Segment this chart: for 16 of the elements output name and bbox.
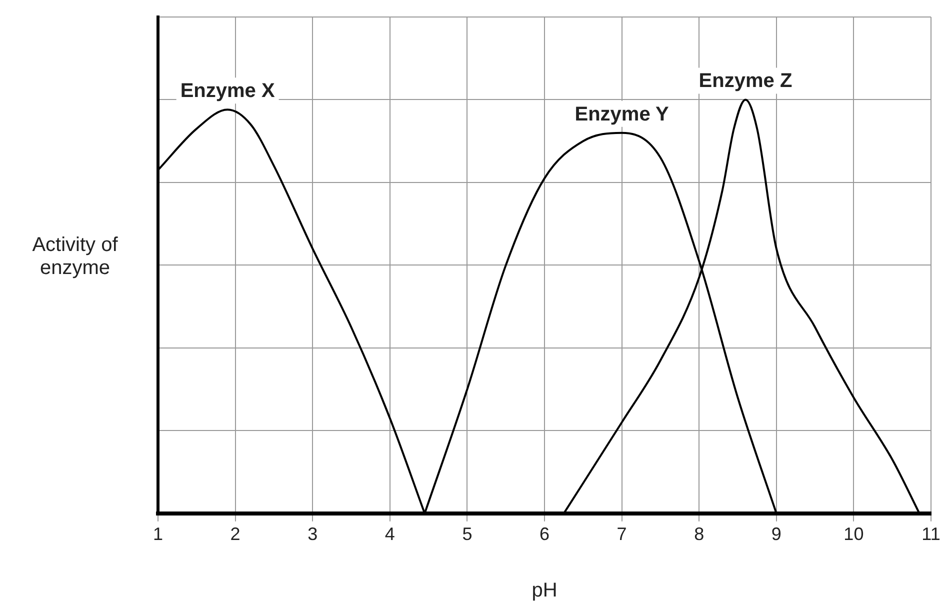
x-tick-label: 2 — [230, 524, 240, 544]
x-tick-label: 10 — [844, 524, 864, 544]
x-tick-label: 1 — [153, 524, 164, 544]
x-tick-label: 8 — [694, 524, 704, 544]
series-label: Enzyme Y — [574, 103, 670, 126]
x-tick-label: 9 — [771, 524, 782, 544]
series-label: Enzyme X — [180, 80, 276, 102]
x-tick-label: 4 — [384, 524, 395, 544]
series-label: Enzyme Z — [698, 70, 792, 92]
y-axis-title: Activity of enzyme — [31, 234, 119, 281]
x-tick-label: 7 — [616, 524, 627, 544]
x-tick-label: 6 — [539, 524, 550, 544]
x-tick-label: 11 — [922, 524, 940, 544]
x-tick-label: 3 — [308, 524, 318, 544]
x-axis-title: pH — [532, 580, 558, 602]
x-tick-label: 5 — [462, 524, 472, 544]
